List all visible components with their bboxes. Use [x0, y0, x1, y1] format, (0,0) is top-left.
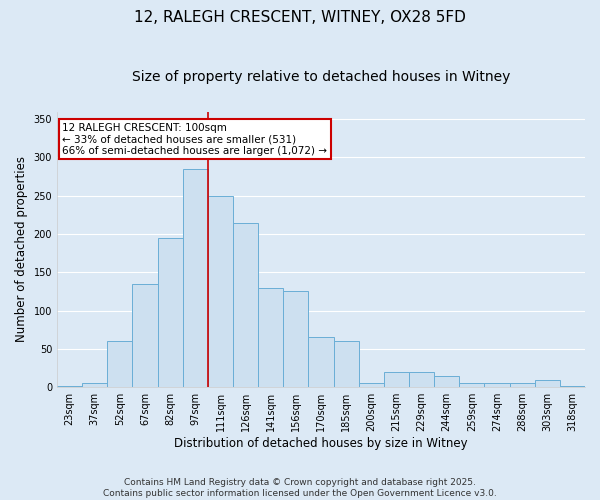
Bar — [560, 386, 585, 387]
Bar — [484, 384, 509, 387]
Bar — [384, 372, 409, 387]
Bar — [258, 288, 283, 387]
Bar — [308, 338, 334, 387]
Text: Contains HM Land Registry data © Crown copyright and database right 2025.
Contai: Contains HM Land Registry data © Crown c… — [103, 478, 497, 498]
Bar — [158, 238, 183, 387]
Y-axis label: Number of detached properties: Number of detached properties — [15, 156, 28, 342]
Bar — [183, 169, 208, 387]
Bar — [208, 196, 233, 387]
Bar — [107, 342, 133, 387]
Bar — [57, 386, 82, 387]
Bar — [509, 384, 535, 387]
Bar — [535, 380, 560, 387]
Bar — [233, 222, 258, 387]
Title: Size of property relative to detached houses in Witney: Size of property relative to detached ho… — [132, 70, 510, 84]
Text: 12, RALEGH CRESCENT, WITNEY, OX28 5FD: 12, RALEGH CRESCENT, WITNEY, OX28 5FD — [134, 10, 466, 25]
Bar — [334, 342, 359, 387]
X-axis label: Distribution of detached houses by size in Witney: Distribution of detached houses by size … — [174, 437, 468, 450]
Bar — [434, 376, 459, 387]
Text: 12 RALEGH CRESCENT: 100sqm
← 33% of detached houses are smaller (531)
66% of sem: 12 RALEGH CRESCENT: 100sqm ← 33% of deta… — [62, 122, 328, 156]
Bar — [82, 384, 107, 387]
Bar — [409, 372, 434, 387]
Bar — [283, 292, 308, 387]
Bar — [459, 384, 484, 387]
Bar — [359, 384, 384, 387]
Bar — [133, 284, 158, 387]
